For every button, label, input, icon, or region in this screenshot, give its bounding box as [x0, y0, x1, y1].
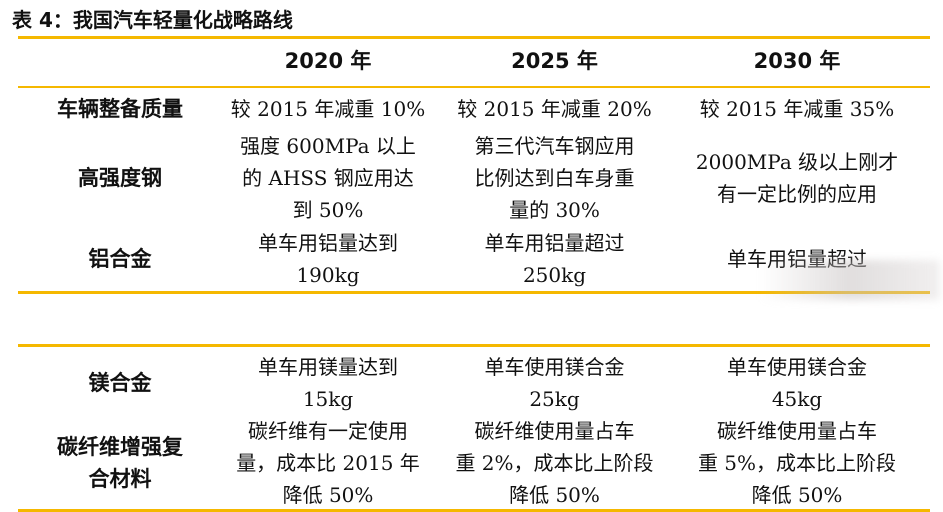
cell-text-line: 镁合金	[88, 371, 152, 395]
cell-text-line: 量，成本比 2015 年	[236, 451, 420, 475]
cell-text-line: 单车用铝量超过	[484, 231, 625, 255]
row-label-table2-1-label: 碳纤维增强复 合材料	[30, 416, 210, 510]
cell-text-line: 250kg	[522, 263, 587, 287]
table-cell-table2-0-c2: 单车使用镁合金 25kg	[447, 350, 662, 416]
row-label-table2-0-label: 镁合金	[30, 350, 210, 416]
table-cell-table1-0-c1: 较 2015 年减重 10%	[213, 90, 443, 128]
cell-text-line: 碳纤维有一定使用	[248, 419, 408, 443]
cell-text-line: 较 2015 年减重 10%	[230, 97, 426, 121]
blurred-watermark	[760, 260, 940, 300]
cell-text-line: 重 2%，成本比上阶段	[455, 451, 654, 475]
cell-text-line: 铝合金	[88, 247, 152, 271]
column-header-2020: 2020 年	[284, 49, 372, 73]
cell-text-line: 单车用铝量达到	[258, 231, 398, 255]
table-title: 表 4：我国汽车轻量化战略路线	[12, 8, 293, 32]
table-cell-table1-1-c1: 强度 600MPa 以上的 AHSS 钢应用达到 50%	[213, 128, 443, 228]
table-cell-table1-2-c2: 单车用铝量超过 250kg	[447, 228, 662, 290]
column-header-2025: 2025 年	[511, 49, 598, 73]
cell-text-line: 2000MPa 级以上刚才	[695, 150, 899, 174]
table-cell-table1-0-c2: 较 2015 年减重 20%	[447, 90, 662, 128]
bottom-rule-upper	[18, 291, 930, 294]
cell-text-line: 降低 50%	[751, 483, 843, 507]
cell-text-line: 单车用镁量达到	[258, 355, 398, 379]
cell-text-line: 强度 600MPa 以上	[240, 134, 416, 158]
cell-text-line: 单车使用镁合金	[484, 355, 625, 379]
cell-text-line: 15kg	[302, 387, 354, 411]
top-rule-lower	[18, 344, 930, 347]
table-cell-table1-1-c3: 2000MPa 级以上刚才 有一定比例的应用	[672, 128, 922, 228]
table-cell-table2-0-c3: 单车使用镁合金 45kg	[672, 350, 922, 416]
row-label-table1-1-label: 高强度钢	[30, 128, 210, 228]
cell-text-line: 碳纤维使用量占车	[474, 419, 635, 443]
cell-text-line: 量的 30%	[509, 198, 600, 222]
table-cell-table1-2-c1: 单车用铝量达到 190kg	[213, 228, 443, 290]
cell-text-line: 到 50%	[292, 198, 364, 222]
column-header-2030: 2030 年	[753, 49, 841, 73]
row-label-table1-2-label: 铝合金	[30, 228, 210, 290]
cell-text-line: 的 AHSS 钢应用达	[242, 166, 414, 190]
cell-text-line: 45kg	[771, 387, 823, 411]
cell-text-line: 有一定比例的应用	[717, 182, 877, 206]
cell-text-line: 190kg	[296, 263, 360, 287]
cell-text-line: 高强度钢	[78, 166, 162, 190]
cell-text-line: 25kg	[529, 387, 580, 411]
cell-text-line: 车辆整备质量	[57, 97, 183, 121]
table-cell-table2-0-c1: 单车用镁量达到 15kg	[213, 350, 443, 416]
table-cell-table1-1-c2: 第三代汽车钢应用 比例达到白车身重 量的 30%	[447, 128, 662, 228]
cell-text-line: 第三代汽车钢应用	[474, 134, 635, 158]
cell-text-line: 单车使用镁合金	[727, 355, 867, 379]
cell-text-line: 较 2015 年减重 20%	[457, 97, 652, 121]
cell-text-line: 碳纤维使用量占车	[717, 419, 877, 443]
table-cell-table1-0-c3: 较 2015 年减重 35%	[672, 90, 922, 128]
cell-text-line: 合材料	[88, 467, 152, 491]
bottom-rule-lower	[18, 509, 930, 512]
table-cell-table2-1-c1: 碳纤维有一定使用 量，成本比 2015 年降低 50%	[213, 416, 443, 510]
table-cell-table2-1-c3: 碳纤维使用量占车重 5%，成本比上阶段 降低 50%	[672, 416, 922, 510]
cell-text-line: 降低 50%	[282, 483, 374, 507]
top-rule	[18, 36, 930, 39]
cell-text-line: 较 2015 年减重 35%	[699, 97, 895, 121]
cell-text-line: 重 5%，成本比上阶段	[697, 451, 897, 475]
header-rule	[18, 86, 930, 88]
cell-text-line: 降低 50%	[509, 483, 600, 507]
row-label-table1-0-label: 车辆整备质量	[30, 90, 210, 128]
table-cell-table2-1-c2: 碳纤维使用量占车重 2%，成本比上阶段 降低 50%	[447, 416, 662, 510]
cell-text-line: 碳纤维增强复	[57, 435, 183, 459]
cell-text-line: 比例达到白车身重	[474, 166, 635, 190]
